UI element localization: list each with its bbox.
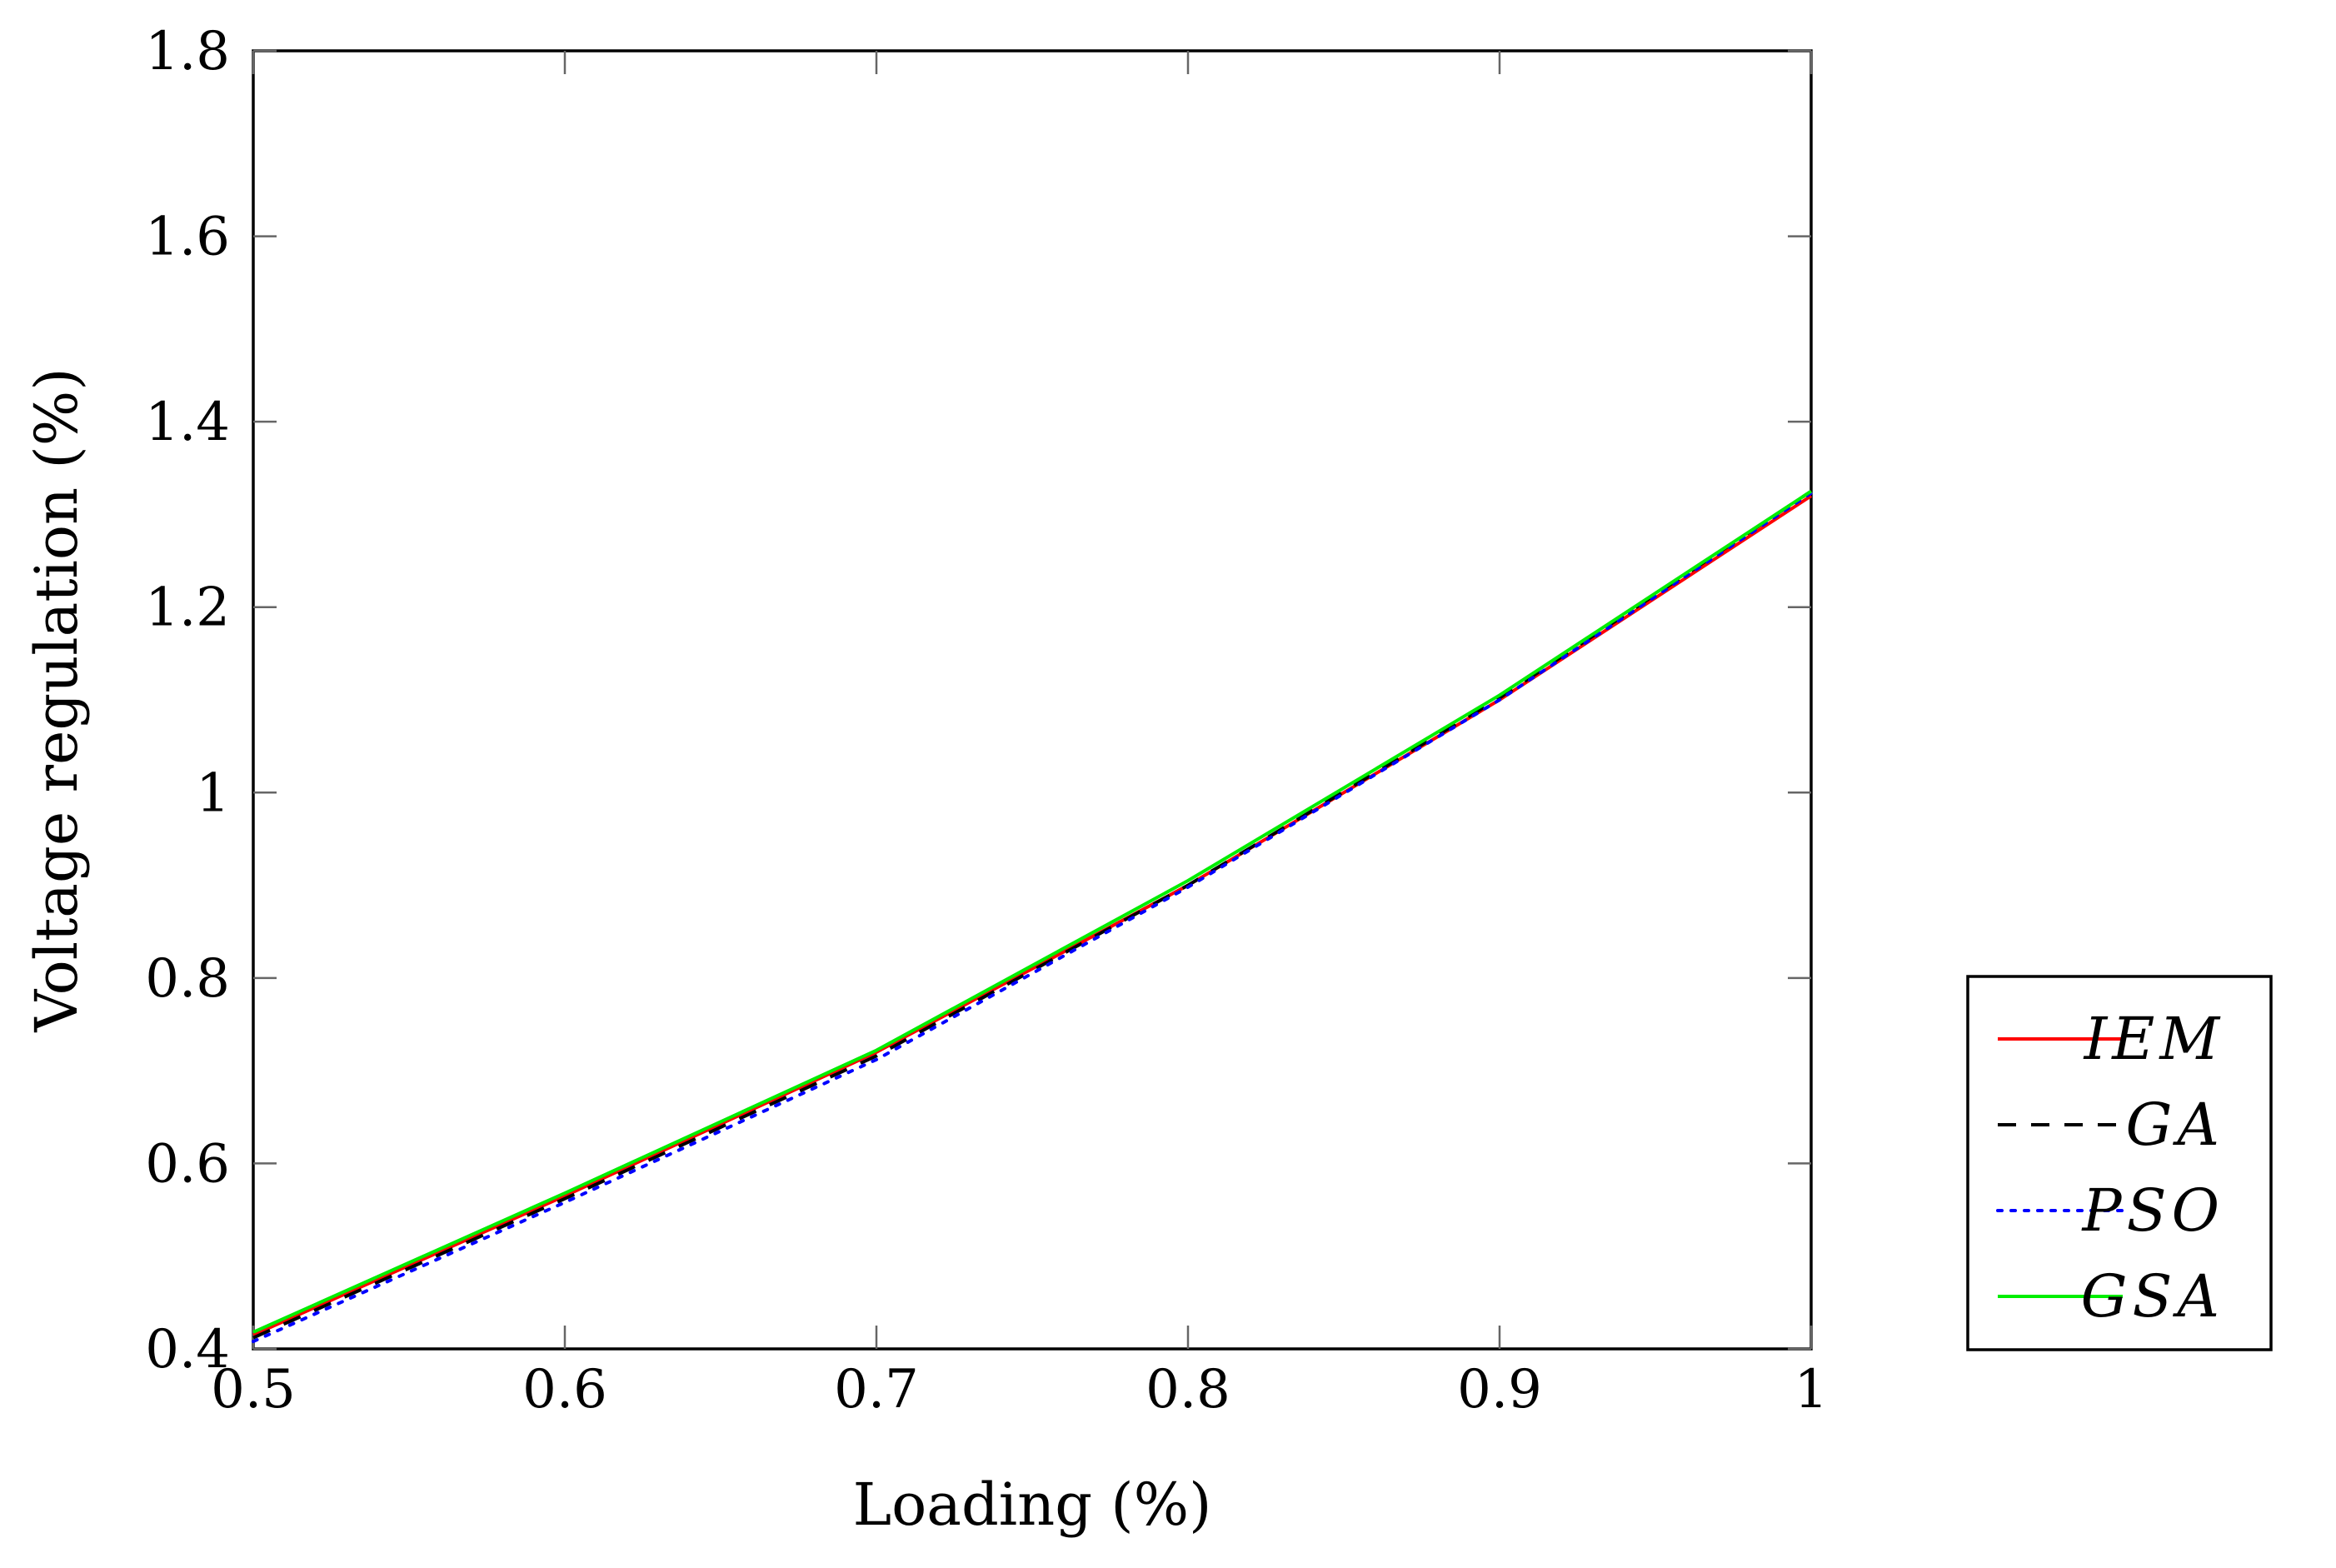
legend-label-pso: PSO: [2081, 1176, 2224, 1245]
y-axis-label: Voltage regulation (%): [22, 367, 91, 1032]
x-tick-label: 0.5: [211, 1359, 296, 1421]
y-tick-label: 0.8: [145, 948, 230, 1010]
legend-label-ga: GA: [2126, 1091, 2224, 1159]
x-tick-label: 0.7: [834, 1359, 919, 1421]
plot-frame: [252, 49, 1813, 1351]
series-line-gsa: [252, 489, 1813, 1334]
x-tick-label: 1: [1794, 1359, 1829, 1421]
y-tick-label: 1.8: [145, 21, 230, 82]
y-tick-label: 0.4: [145, 1319, 230, 1381]
y-tick-label: 1: [196, 762, 230, 824]
legend-label-iem: IEM: [2083, 1005, 2224, 1073]
series-line-ga: [252, 489, 1813, 1340]
x-tick-label: 0.6: [522, 1359, 607, 1421]
legend: IEM GA PSO GSA: [1966, 975, 2273, 1351]
x-tick-labels: 0.5 0.6 0.7 0.8 0.9 1: [211, 1359, 1828, 1421]
y-tick-label: 1.2: [145, 577, 230, 639]
series-line-iem: [252, 494, 1813, 1337]
x-tick-label: 0.9: [1457, 1359, 1542, 1421]
y-tick-label: 1.6: [145, 207, 230, 268]
x-tick-label: 0.8: [1146, 1359, 1230, 1421]
x-axis-label: Loading (%): [853, 1471, 1212, 1539]
series-line-pso: [252, 491, 1813, 1344]
legend-label-gsa: GSA: [2081, 1262, 2224, 1331]
y-tick-label: 1.4: [145, 392, 230, 453]
series-lines: [252, 489, 1813, 1344]
tick-marks: [252, 49, 1813, 1351]
y-tick-label: 0.6: [145, 1133, 230, 1195]
y-tick-labels: 0.4 0.6 0.8 1 1.2 1.4 1.6 1.8: [145, 21, 230, 1381]
